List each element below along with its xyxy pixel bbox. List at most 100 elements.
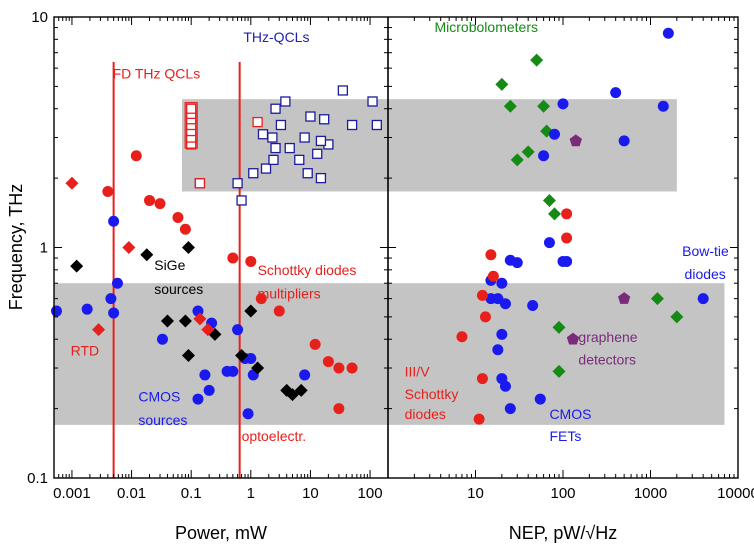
data-point-circle <box>662 27 674 39</box>
data-point-circle <box>504 403 516 415</box>
data-point-circle <box>538 150 550 162</box>
data-point-diamond <box>510 153 524 167</box>
data-point-diamond <box>552 364 566 378</box>
data-point-diamond <box>537 99 551 113</box>
data-point-diamond <box>495 77 509 91</box>
shaded-region <box>54 283 388 425</box>
data-point-circle <box>232 324 244 336</box>
data-point-square <box>257 129 269 140</box>
chart-annotation: graphene <box>578 329 637 345</box>
data-point-square <box>367 96 378 107</box>
data-point-diamond <box>542 193 556 207</box>
chart-annotation: multipliers <box>258 286 321 302</box>
x-tick-label: 10 <box>302 485 319 502</box>
chart-annotation: III/V <box>405 364 431 380</box>
data-point-circle <box>245 255 257 267</box>
data-point-circle <box>479 311 491 323</box>
right-x-axis-label: NEP, pW/√Hz <box>509 523 618 543</box>
data-point-diamond <box>181 348 195 362</box>
data-point-square <box>346 119 358 131</box>
data-point-circle <box>50 305 62 317</box>
x-tick-label: 100 <box>550 485 575 502</box>
chart-annotation: FD THz QCLs <box>113 66 201 82</box>
data-point-circle <box>154 198 166 210</box>
data-point-circle <box>273 305 285 317</box>
data-point-diamond <box>193 312 207 326</box>
data-point-circle <box>156 333 168 345</box>
data-point-diamond <box>201 323 215 337</box>
y-tick-label: 1 <box>40 240 48 257</box>
data-point-circle <box>456 331 468 343</box>
data-point-circle <box>534 393 546 405</box>
data-point-square <box>248 168 259 179</box>
data-point-circle <box>172 211 184 223</box>
data-point-circle <box>543 237 555 249</box>
data-point-square <box>299 132 310 143</box>
data-point-circle <box>255 293 267 305</box>
axis-labels: Power, mW NEP, pW/√Hz Frequency, THz <box>6 184 617 543</box>
data-point-circle <box>657 100 669 112</box>
data-point-square <box>371 119 382 131</box>
data-point-square <box>232 178 243 189</box>
chart-annotation: detectors <box>578 352 636 368</box>
data-point-circle <box>496 277 508 289</box>
x-tick-label: 0.001 <box>53 485 91 502</box>
data-point-circle <box>192 393 204 405</box>
data-point-circle <box>499 298 511 310</box>
data-point-circle <box>346 362 358 374</box>
data-point-diamond <box>650 292 664 306</box>
data-point-circle <box>144 194 156 206</box>
data-point-circle <box>610 87 622 99</box>
chart-annotation: CMOS <box>138 388 180 404</box>
data-point-diamond <box>548 207 562 221</box>
chart-annotation: Schottky <box>405 386 459 402</box>
data-point-square <box>315 172 327 184</box>
chart-annotation: RTD <box>71 342 100 358</box>
data-point-circle <box>557 98 569 110</box>
data-point-circle <box>227 252 239 264</box>
chart-annotation: sources <box>154 281 203 297</box>
chart-annotation: CMOS <box>549 406 591 422</box>
data-point-circle <box>322 356 334 368</box>
data-point-circle <box>333 362 345 374</box>
data-point-square <box>302 168 313 179</box>
chart-annotation: Microbolometers <box>435 19 538 35</box>
data-point-square <box>294 154 305 166</box>
data-point-circle <box>242 408 254 420</box>
chart-annotation: THz-QCLs <box>243 29 309 45</box>
data-point-square <box>280 96 291 107</box>
y-axis-label: Frequency, THz <box>6 184 26 310</box>
data-point-circle <box>102 185 114 197</box>
x-tick-label: 1000 <box>634 485 667 502</box>
chart-annotation: SiGe <box>154 257 185 273</box>
data-point-circle <box>499 380 511 392</box>
data-point-square <box>284 142 295 154</box>
data-point-circle <box>105 293 117 305</box>
data-point-diamond <box>670 310 684 324</box>
data-point-circle <box>561 232 573 244</box>
data-point-diamond <box>521 145 535 159</box>
vertical-lines <box>112 62 241 478</box>
data-points <box>50 27 709 425</box>
data-point-circle <box>511 257 523 269</box>
data-point-circle <box>245 352 257 364</box>
data-point-diamond <box>140 248 154 262</box>
data-point-circle <box>299 369 311 381</box>
shaded-regions <box>54 99 725 425</box>
chart-annotation: sources <box>138 412 187 428</box>
data-point-circle <box>108 215 120 227</box>
data-point-circle <box>527 300 539 312</box>
data-point-circle <box>227 365 239 377</box>
data-point-square <box>186 103 197 114</box>
data-point-circle <box>199 369 211 381</box>
data-point-circle <box>130 150 142 162</box>
data-point-square <box>319 114 330 125</box>
data-point-circle <box>203 384 215 396</box>
data-point-diamond <box>178 314 192 328</box>
data-point-circle <box>561 255 573 267</box>
chart-annotation: diodes <box>405 406 446 422</box>
data-point-diamond <box>181 241 195 254</box>
